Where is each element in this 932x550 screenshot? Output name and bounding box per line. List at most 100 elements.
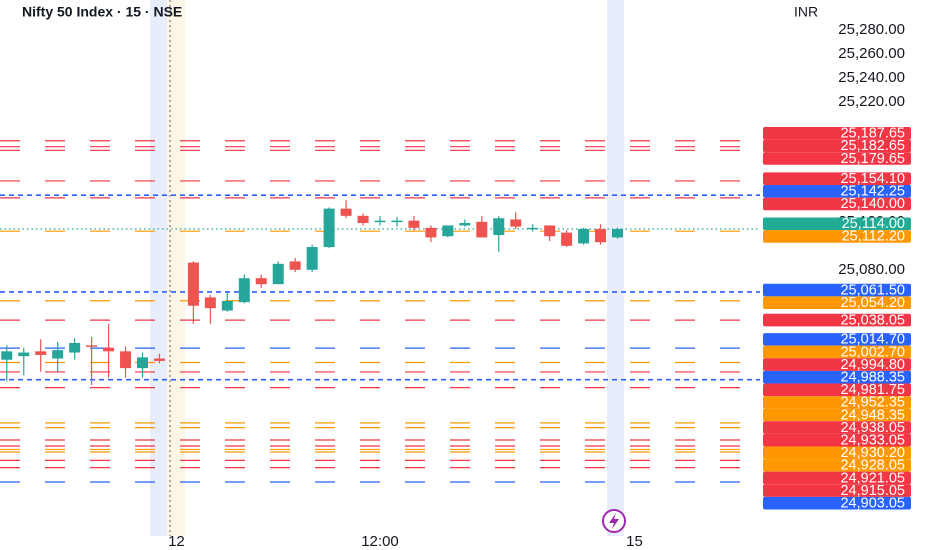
price-label-box	[763, 197, 911, 211]
price-label: 24,921.05	[840, 470, 905, 486]
candle-body	[69, 342, 81, 353]
price-label: 25,112.20	[842, 229, 905, 245]
candle-body	[187, 262, 199, 306]
candle-body	[340, 208, 352, 216]
x-tick-label: 12	[168, 533, 185, 550]
price-label-box	[763, 471, 911, 485]
candle-body	[442, 225, 454, 237]
candle-body	[357, 215, 369, 224]
candle-body	[221, 300, 233, 311]
price-label-box	[763, 296, 911, 309]
price-label: 25,002.70	[840, 344, 905, 360]
price-label: 25,140.00	[840, 196, 905, 212]
candle-body	[493, 218, 505, 236]
y-tick-label: 25,260.00	[838, 45, 905, 62]
y-tick-label: 25,280.00	[838, 21, 905, 38]
price-label: 24,903.05	[840, 495, 905, 511]
price-label: 24,952.35	[840, 395, 905, 411]
price-label-box	[763, 484, 911, 497]
price-label: 24,948.35	[840, 407, 905, 423]
icon-bolt	[609, 513, 619, 529]
candle-body	[255, 278, 267, 285]
price-label: 24,928.05	[840, 458, 905, 474]
x-tick-label: 12:00	[361, 533, 399, 550]
candle-body	[476, 221, 488, 238]
price-label-box	[763, 127, 911, 140]
candle-body	[459, 223, 471, 226]
price-label-box	[763, 185, 911, 198]
price-label-box	[763, 230, 911, 243]
candle-body	[425, 227, 437, 238]
candle-body	[86, 345, 98, 347]
price-label-box	[763, 446, 911, 460]
price-label-box	[763, 459, 911, 472]
price-label-box	[763, 217, 911, 231]
candle-body	[52, 350, 64, 359]
price-label: 24,994.80	[840, 357, 905, 373]
price-label-box	[763, 139, 911, 153]
candle-body	[137, 357, 148, 369]
candle-body	[18, 352, 30, 357]
price-label: 24,915.05	[840, 483, 905, 499]
session-band	[150, 0, 167, 536]
candle-body	[527, 227, 539, 230]
price-labels: 25,187.6525,182.6525,179.6525,154.1025,1…	[763, 126, 911, 511]
price-label: 24,981.75	[840, 382, 905, 398]
price-label-box	[763, 313, 911, 327]
price-label: 24,933.05	[840, 432, 905, 448]
chart-title: Nifty 50 Index · 15 · NSE	[22, 4, 182, 20]
candle-body	[510, 219, 522, 227]
candle-body	[153, 358, 165, 361]
candle-body	[103, 347, 115, 352]
candle-body	[120, 351, 132, 369]
candle-body	[1, 351, 13, 360]
price-label-box	[763, 152, 911, 165]
candle-body	[374, 220, 386, 223]
price-label: 25,154.10	[840, 171, 905, 187]
price-label: 25,142.25	[840, 184, 905, 200]
price-label-box	[763, 283, 911, 297]
price-label-box	[763, 370, 911, 384]
price-label: 25,038.05	[840, 312, 905, 328]
price-label-box	[763, 383, 911, 397]
candle-body	[204, 297, 216, 309]
price-label: 25,061.50	[840, 282, 905, 298]
price-label-box	[763, 396, 911, 409]
y-tick-label: 25,240.00	[838, 69, 905, 86]
price-label-box	[763, 358, 911, 371]
price-label: 24,938.05	[840, 420, 905, 436]
candle-body	[289, 261, 301, 270]
y-tick-label: 25,080.00	[838, 261, 905, 278]
price-label-box	[763, 433, 911, 447]
candle-body	[612, 229, 623, 238]
candle-body	[391, 220, 403, 223]
candles	[1, 200, 623, 385]
session-band	[167, 0, 185, 536]
candle-body	[238, 278, 250, 303]
price-label: 25,182.65	[840, 138, 905, 154]
alert-icon[interactable]	[602, 509, 626, 533]
price-label: 24,988.35	[840, 369, 905, 385]
candle-body	[578, 229, 590, 244]
candle-body	[408, 220, 420, 228]
price-label-box	[763, 408, 911, 422]
candle-body	[595, 229, 607, 243]
price-label-box	[763, 172, 911, 186]
candle-body	[561, 232, 573, 246]
price-label-box	[763, 496, 911, 510]
price-label: 25,187.65	[840, 126, 905, 142]
price-label: 25,179.65	[840, 151, 905, 167]
price-label-box	[763, 345, 911, 359]
candle-body	[272, 263, 284, 285]
candle-body	[323, 208, 335, 248]
price-label: 24,930.20	[840, 445, 905, 461]
level-lines	[0, 140, 760, 483]
session-band	[607, 0, 624, 536]
candle-body	[544, 225, 556, 237]
price-label-box	[763, 421, 911, 434]
price-label: 25,054.20	[840, 295, 905, 311]
x-tick-label: 15	[626, 533, 643, 550]
time-axis: 12 12:00 15	[168, 533, 643, 550]
